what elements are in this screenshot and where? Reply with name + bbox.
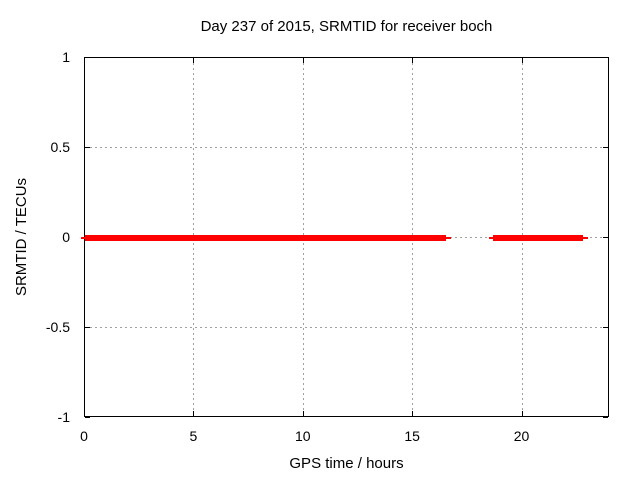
x-tick-label: 15: [404, 428, 420, 444]
x-tick-label: 0: [80, 428, 88, 444]
x-tick-bottom: [412, 411, 414, 416]
grid-line-horizontal: [85, 147, 608, 148]
y-tick-label: -0.5: [45, 319, 70, 335]
y-tick-label: -1: [57, 409, 70, 425]
data-segment: [488, 237, 493, 239]
y-tick-right: [603, 57, 608, 58]
x-tick-bottom: [193, 411, 195, 416]
x-tick-top: [193, 58, 195, 63]
data-segment: [80, 237, 85, 239]
grid-line-horizontal: [85, 327, 608, 328]
y-tick-right: [603, 147, 608, 148]
x-tick-bottom: [302, 411, 304, 416]
y-tick-left: [85, 417, 90, 418]
y-tick-left: [85, 147, 90, 148]
y-tick-label: 0: [62, 229, 70, 245]
x-tick-top: [521, 58, 523, 63]
x-tick-label: 5: [189, 428, 198, 444]
x-tick-label: 10: [294, 428, 311, 444]
chart-title: Day 237 of 2015, SRMTID for receiver boc…: [200, 18, 493, 35]
plot-area: [80, 57, 609, 418]
y-tick-left: [85, 327, 90, 328]
x-tick-top: [84, 58, 85, 63]
y-tick-label: 0.5: [50, 139, 70, 155]
data-segment: [85, 235, 446, 241]
x-tick-label: 20: [513, 428, 530, 444]
data-segment: [583, 237, 589, 239]
x-tick-top: [302, 58, 304, 63]
y-tick-right: [603, 237, 608, 238]
y-tick-right: [603, 327, 608, 328]
data-segment: [445, 237, 452, 239]
y-tick-label: 1: [62, 49, 70, 65]
x-tick-bottom: [521, 411, 523, 416]
y-tick-left: [85, 57, 90, 58]
data-segment: [492, 235, 584, 241]
x-tick-bottom: [84, 411, 85, 416]
y-tick-right: [603, 417, 608, 418]
x-axis-label: GPS time / hours: [289, 455, 404, 472]
x-tick-top: [412, 58, 414, 63]
